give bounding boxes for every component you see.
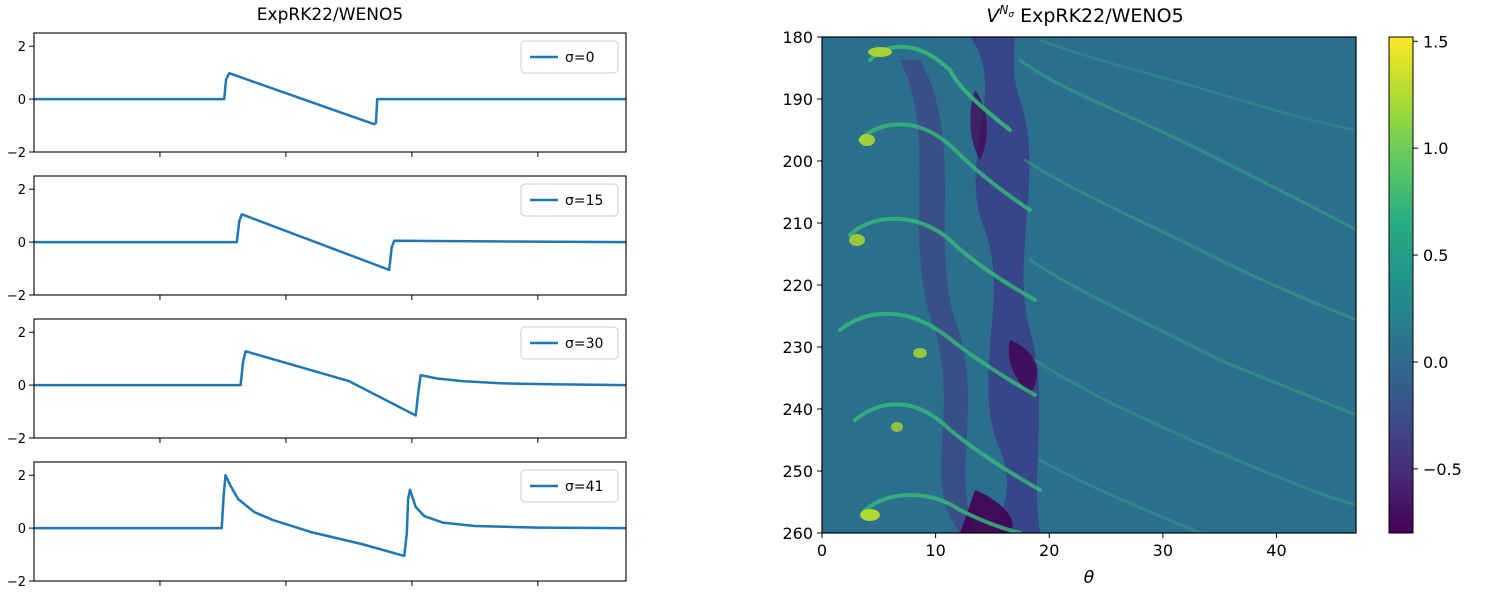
legend-box bbox=[520, 40, 619, 74]
heat-ytick-label: 230 bbox=[782, 338, 813, 357]
line-panel-1: −2 0 2 σ=15 bbox=[7, 175, 627, 304]
heat-ytick-label: 250 bbox=[782, 462, 813, 481]
ytick-label: −2 bbox=[7, 575, 26, 590]
legend-0: σ=0 bbox=[520, 40, 619, 74]
heatmap-title-sub: σ bbox=[1008, 10, 1014, 20]
legend-label: σ=30 bbox=[565, 336, 603, 352]
ytick-label: 2 bbox=[18, 326, 26, 341]
colorbar bbox=[1388, 36, 1414, 534]
heat-ytick-label: 200 bbox=[782, 152, 813, 171]
series-line-0 bbox=[34, 71, 626, 126]
heat-xtick-label: 0 bbox=[817, 541, 827, 560]
heatmap-background bbox=[822, 37, 1356, 533]
heat-ytick-label: 220 bbox=[782, 276, 813, 295]
heatmap-darkest-spot-2 bbox=[1008, 340, 1038, 395]
heat-ytick-label: 180 bbox=[782, 28, 813, 47]
heatmap-title-rest: ExpRK22/WENO5 bbox=[1014, 5, 1184, 27]
heatmap-ridges bbox=[838, 38, 1356, 533]
legend-3: σ=41 bbox=[520, 469, 619, 503]
panel-frame-3 bbox=[33, 461, 627, 582]
line-panel-2: −2 0 2 σ=30 bbox=[7, 318, 627, 447]
legend-label: σ=41 bbox=[565, 479, 603, 495]
series-line-3 bbox=[34, 473, 627, 558]
heatmap-darkest-spot-1 bbox=[960, 490, 1013, 533]
heatmap-title: VNσ ExpRK22/WENO5 bbox=[986, 3, 1183, 27]
ytick-label: −2 bbox=[7, 146, 26, 161]
heatmap-dark-band-2 bbox=[900, 60, 975, 533]
heatmap-dark-band bbox=[970, 37, 1040, 533]
heat-xtick-label: 20 bbox=[1039, 541, 1059, 560]
legend-box bbox=[520, 326, 619, 360]
heat-xtick-label: 40 bbox=[1266, 541, 1286, 560]
heatmap-xlabel: θ bbox=[1084, 568, 1095, 588]
ytick-label: 2 bbox=[18, 183, 26, 198]
heat-ytick-label: 240 bbox=[782, 400, 813, 419]
heatmap-title-sup: N bbox=[999, 3, 1008, 17]
legend-box bbox=[520, 469, 619, 503]
colorbar-tick-label: 0.5 bbox=[1423, 246, 1448, 265]
ytick-label: −2 bbox=[7, 289, 26, 304]
heatmap-hot-spots bbox=[849, 47, 927, 521]
colorbar-tick-label: 1.5 bbox=[1423, 32, 1448, 51]
line-panel-3: −2 0 2 σ=41 bbox=[7, 461, 627, 590]
heat-ytick-label: 260 bbox=[782, 524, 813, 543]
heat-xtick-label: 30 bbox=[1153, 541, 1173, 560]
panels-container: −2 0 2 σ=0 −2 0 2 σ=15 −2 0 2 σ=30 −2 0 2 σ=41 bbox=[7, 32, 627, 590]
ytick-label: −2 bbox=[7, 432, 26, 447]
ytick-label: 2 bbox=[18, 40, 26, 55]
heat-ytick-label: 190 bbox=[782, 90, 813, 109]
heat-xtick-label: 10 bbox=[925, 541, 945, 560]
legend-2: σ=30 bbox=[520, 326, 619, 360]
panel-frame-1 bbox=[33, 175, 627, 296]
legend-1: σ=15 bbox=[520, 183, 619, 217]
colorbar-tick-label: 0.0 bbox=[1423, 353, 1448, 372]
panel-frame-2 bbox=[33, 318, 627, 439]
heatmap-image bbox=[822, 37, 1356, 533]
ytick-label: 2 bbox=[18, 469, 26, 484]
legend-label: σ=15 bbox=[565, 193, 603, 209]
ytick-label: 0 bbox=[18, 93, 26, 108]
colorbar-tick-label: 1.0 bbox=[1423, 139, 1448, 158]
heat-ytick-label: 210 bbox=[782, 214, 813, 233]
ytick-label: 0 bbox=[18, 522, 26, 537]
colorbar-tick-label: −0.5 bbox=[1423, 460, 1462, 479]
heatmap-chart: VNσ ExpRK22/WENO5 bbox=[782, 3, 1461, 588]
left-chart-title: ExpRK22/WENO5 bbox=[257, 5, 403, 25]
panel-frame-0 bbox=[33, 32, 627, 153]
ytick-label: 0 bbox=[18, 236, 26, 251]
legend-label: σ=0 bbox=[565, 50, 595, 66]
series-line-2 bbox=[34, 350, 627, 417]
legend-box bbox=[520, 183, 619, 217]
line-panel-0: −2 0 2 σ=0 bbox=[7, 32, 627, 161]
colorbar-ticks: −0.5 0.0 0.5 1.0 1.5 bbox=[1413, 32, 1462, 479]
ytick-label: 0 bbox=[18, 379, 26, 394]
heatmap-title-base: V bbox=[986, 5, 1001, 27]
series-line-1 bbox=[34, 213, 627, 272]
line-panels: ExpRK22/WENO5 −2 0 2 σ=0 −2 0 2 σ=15 −2 0 2 σ=30 −2 0… bbox=[7, 5, 627, 590]
